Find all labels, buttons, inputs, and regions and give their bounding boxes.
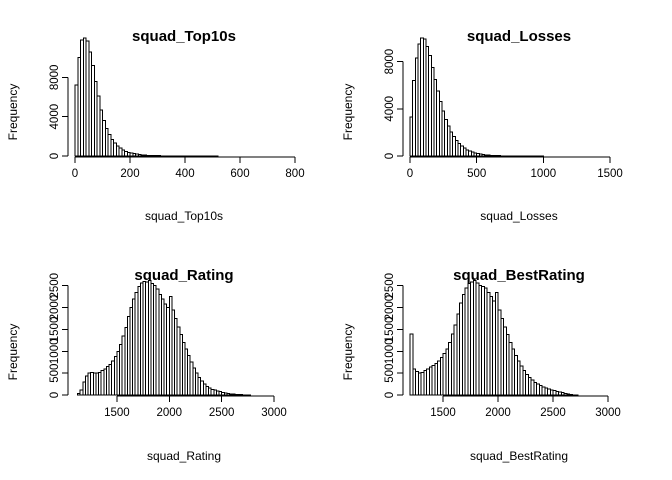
y-tick-label: 2000 (384, 295, 396, 321)
bars (409, 37, 544, 157)
y-tick-label: 500 (49, 364, 61, 383)
x-axis: 0 500 1000 1500 (407, 156, 623, 180)
x-tick-label: 1500 (597, 168, 623, 180)
x-axis: 0 200 400 600 800 (72, 156, 305, 180)
y-axis: 0 4000 8000 (384, 49, 404, 159)
y-tick-label: 2500 (384, 273, 396, 299)
y-tick-label: 500 (384, 364, 396, 383)
x-tick-label: 2500 (540, 407, 566, 419)
y-tick-label: 8000 (49, 65, 61, 91)
y-tick-label: 1000 (384, 338, 396, 364)
chart-title: squad_Rating (134, 267, 233, 284)
y-tick-label: 0 (49, 153, 61, 159)
x-tick-label: 1500 (104, 407, 130, 419)
y-tick-label: 2000 (49, 295, 61, 321)
x-axis-label: squad_Losses (480, 209, 557, 223)
y-axis-label: Frequency (6, 324, 20, 381)
y-tick-label: 8000 (384, 49, 396, 75)
histogram-panel-top10s: squad_Top10s squad_Top10s Frequency 0 200… (6, 28, 305, 223)
chart-title: squad_Losses (467, 28, 571, 45)
bars (77, 280, 251, 396)
histogram-panel-rating: squad_Rating squad_Rating Frequency 1500… (6, 267, 287, 463)
x-tick-label: 2000 (156, 407, 182, 419)
x-axis-label: squad_BestRating (470, 449, 568, 463)
histogram-bar (409, 333, 414, 396)
x-tick-label: 500 (467, 168, 486, 180)
y-tick-label: 2500 (49, 273, 61, 299)
x-axis: 1500 2000 2500 3000 (430, 395, 621, 419)
y-axis-label: Frequency (6, 84, 20, 141)
y-tick-label: 1500 (384, 317, 396, 343)
chart-title: squad_BestRating (453, 267, 585, 284)
x-axis: 1500 2000 2500 3000 (104, 395, 287, 419)
chart-title: squad_Top10s (132, 28, 236, 45)
x-tick-label: 200 (120, 168, 139, 180)
x-tick-label: 0 (407, 168, 413, 180)
bars (409, 280, 579, 396)
x-tick-label: 400 (175, 168, 194, 180)
y-tick-label: 0 (49, 392, 61, 398)
y-axis-label: Frequency (341, 84, 355, 141)
x-axis-label: squad_Top10s (145, 209, 223, 223)
y-tick-label: 0 (384, 392, 396, 398)
histogram-panel-losses: squad_Losses squad_Losses Frequency 0 500… (341, 28, 623, 223)
x-tick-label: 2000 (485, 407, 511, 419)
x-tick-label: 2500 (209, 407, 235, 419)
x-tick-label: 3000 (261, 407, 287, 419)
x-tick-label: 600 (230, 168, 249, 180)
y-tick-label: 4000 (49, 104, 61, 130)
y-tick-label: 1000 (49, 338, 61, 364)
bars (74, 37, 219, 157)
x-tick-label: 1500 (430, 407, 456, 419)
x-tick-label: 0 (72, 168, 78, 180)
x-axis-label: squad_Rating (147, 449, 221, 463)
y-axis: 0 4000 8000 (49, 65, 69, 159)
x-tick-label: 1000 (531, 168, 557, 180)
y-tick-label: 0 (384, 153, 396, 159)
histogram-panel-bestrating: squad_BestRating squad_BestRating Freque… (341, 267, 621, 463)
x-tick-label: 800 (285, 168, 304, 180)
y-tick-label: 4000 (384, 96, 396, 122)
y-axis-label: Frequency (341, 324, 355, 381)
y-tick-label: 1500 (49, 317, 61, 343)
x-tick-label: 3000 (595, 407, 621, 419)
